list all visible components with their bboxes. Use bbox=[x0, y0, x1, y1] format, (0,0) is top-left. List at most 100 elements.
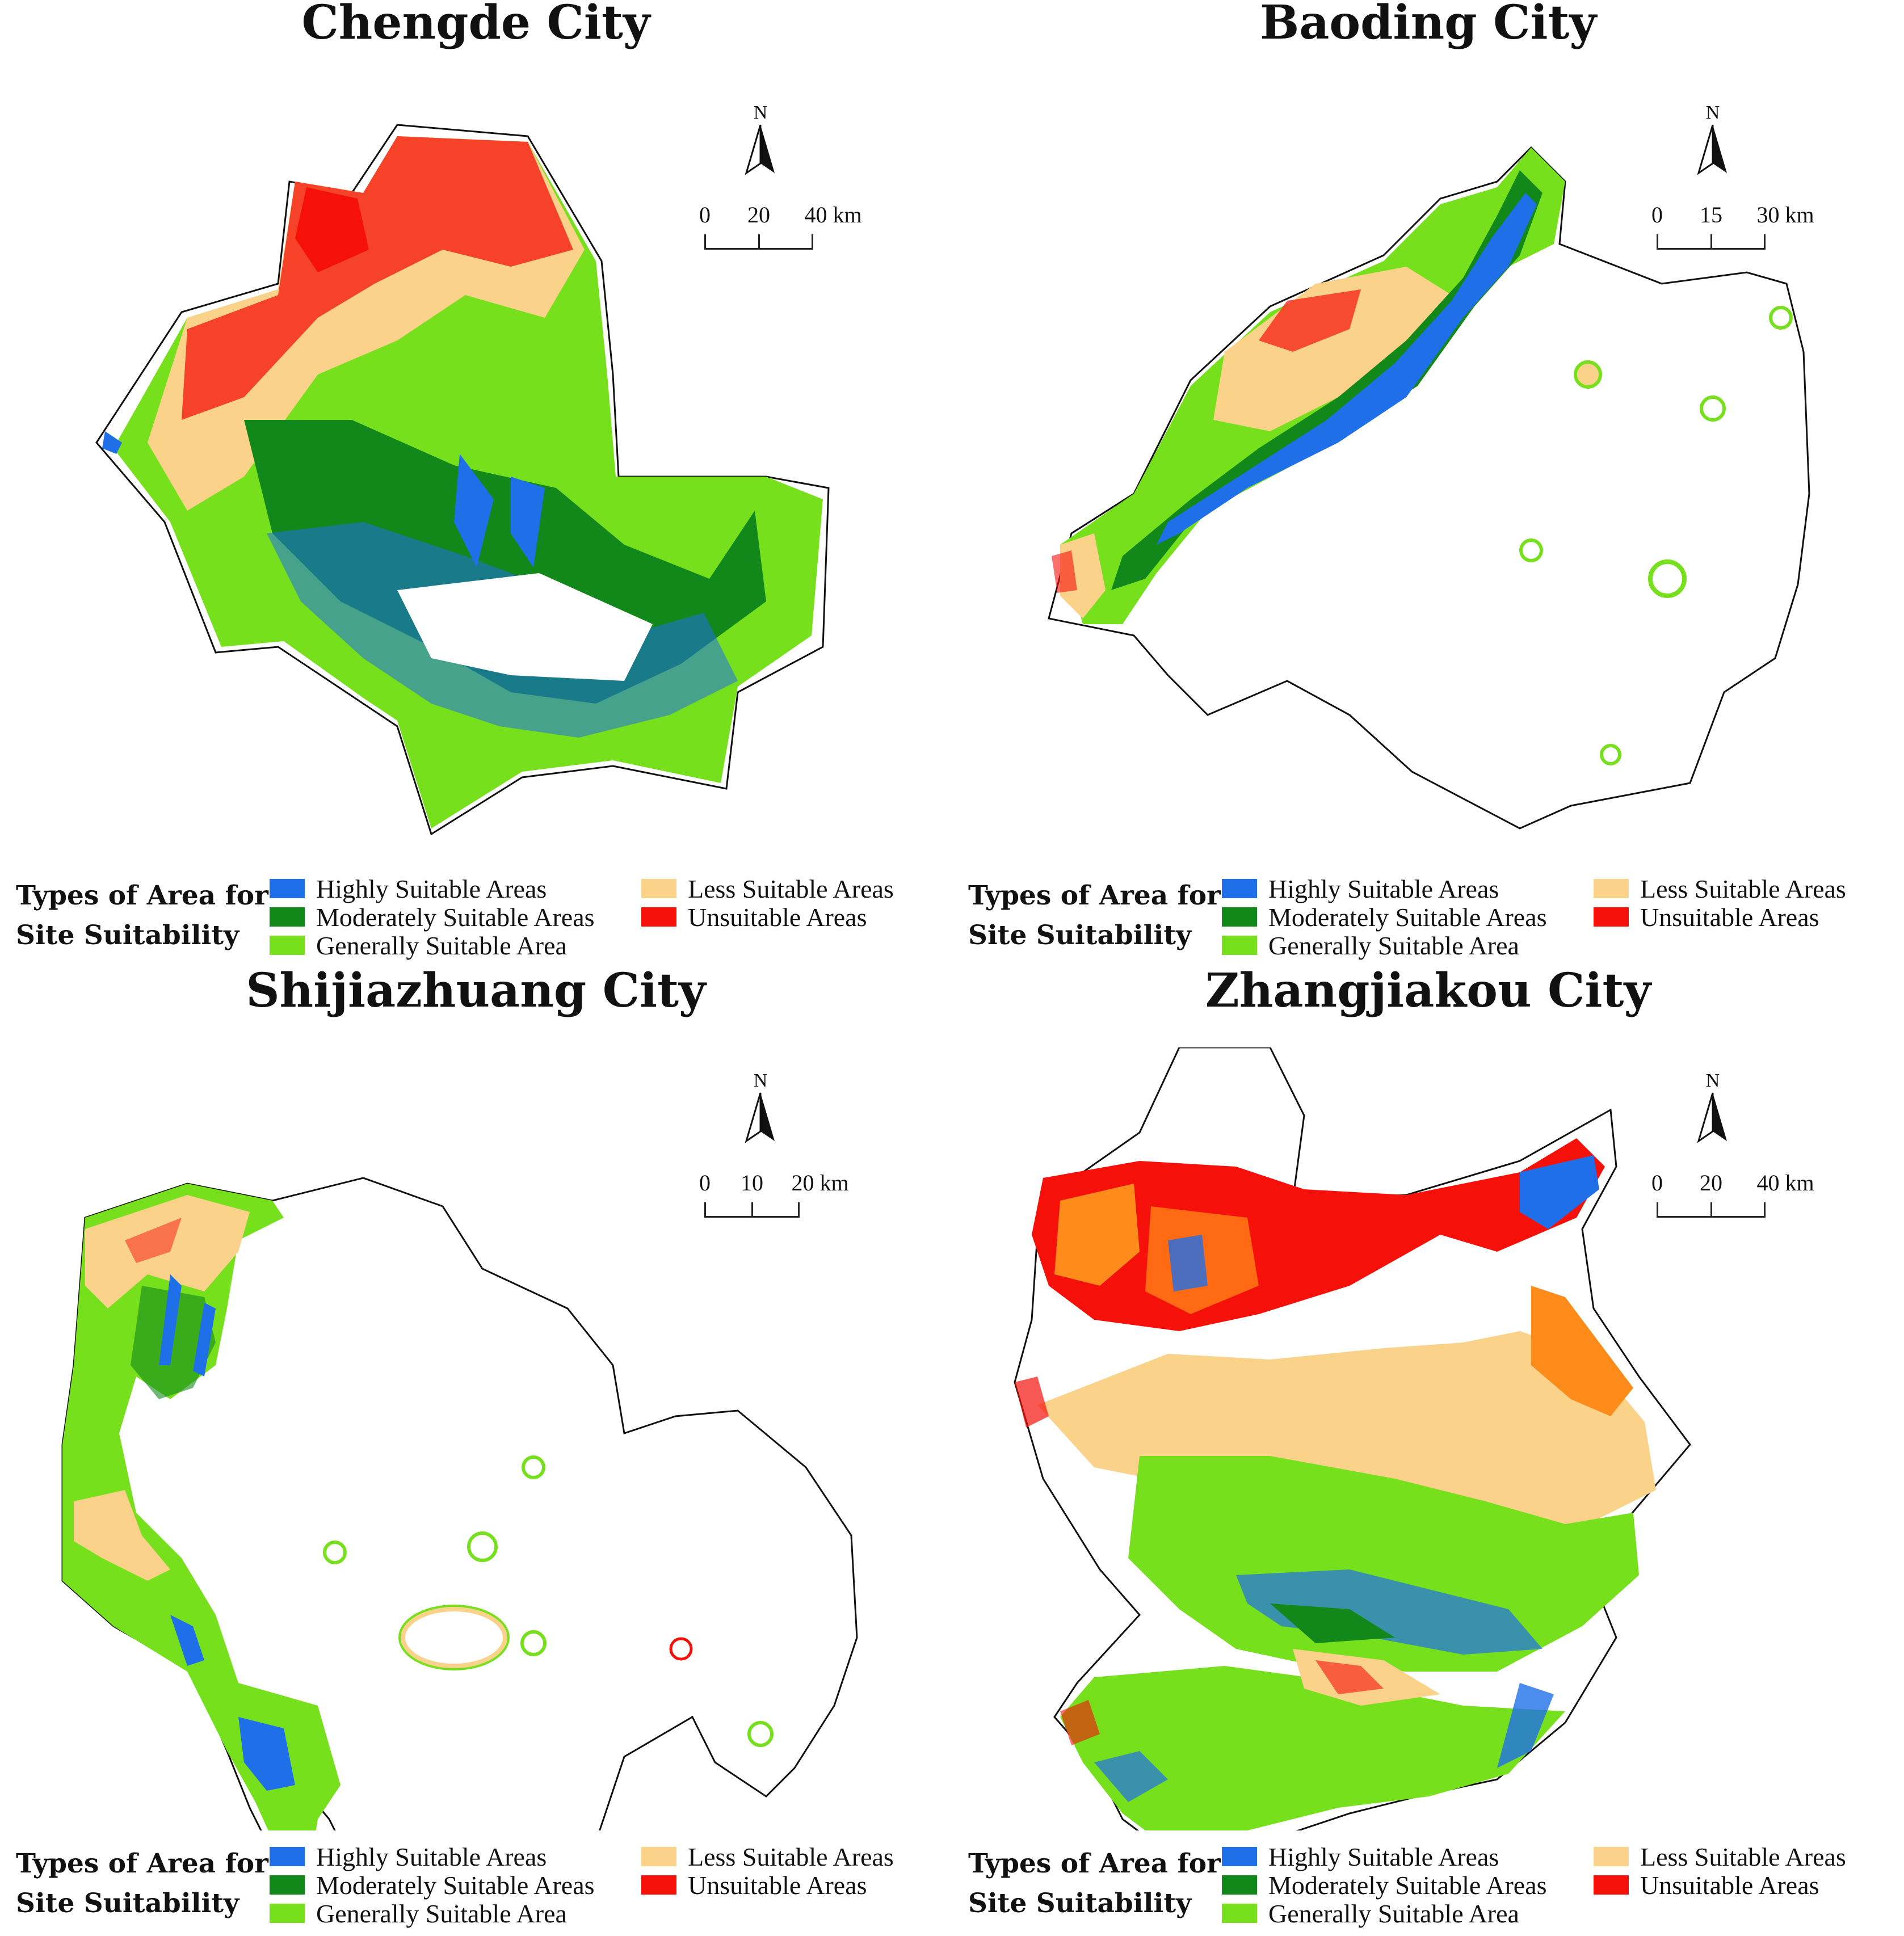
north-arrow-icon bbox=[1697, 1092, 1727, 1143]
map-panel-baoding: Baoding City N 0 15 30 km Types of Are bbox=[952, 0, 1904, 968]
legend-swatch bbox=[270, 936, 305, 955]
legend-item-generally: Generally Suitable Area bbox=[270, 1899, 567, 1928]
scale-bar: 0 20 40 km bbox=[1645, 1169, 1826, 1232]
scale-label-0: 0 bbox=[699, 202, 711, 228]
legend-swatch bbox=[270, 879, 305, 898]
scale-tick bbox=[1710, 1202, 1712, 1218]
legend-label: Highly Suitable Areas bbox=[1268, 874, 1499, 903]
legend-label: Highly Suitable Areas bbox=[316, 1842, 547, 1871]
suitability-map-shijiazhuang bbox=[61, 1177, 858, 1830]
legend-label: Unsuitable Areas bbox=[1640, 902, 1819, 932]
legend-title: Types of Area for Site Suitability bbox=[16, 876, 268, 956]
scale-tick bbox=[751, 1202, 753, 1218]
scale-label-end: 20 km bbox=[791, 1170, 849, 1196]
scale-label-mid: 10 bbox=[741, 1170, 763, 1196]
legend-title: Types of Area for Site Suitability bbox=[16, 1844, 268, 1924]
scale-label-mid: 20 bbox=[1700, 1170, 1722, 1196]
north-arrow: N bbox=[1693, 102, 1733, 187]
legend-swatch bbox=[1222, 936, 1257, 955]
scale-label-mid: 20 bbox=[747, 202, 770, 228]
legend-swatch bbox=[641, 879, 676, 898]
north-label: N bbox=[1705, 102, 1720, 123]
legend-swatch bbox=[1222, 1904, 1257, 1923]
scale-tick bbox=[798, 1202, 800, 1218]
scale-bar: 0 20 40 km bbox=[692, 201, 874, 264]
scale-tick bbox=[1764, 234, 1766, 250]
legend-title-line1: Types of Area for bbox=[968, 1848, 1221, 1879]
legend-item-moderately: Moderately Suitable Areas bbox=[1222, 1870, 1547, 1900]
suitability-map-chengde bbox=[95, 124, 830, 836]
legend-item-generally: Generally Suitable Area bbox=[1222, 1899, 1519, 1928]
scale-tick bbox=[704, 1202, 706, 1218]
scale-label-0: 0 bbox=[699, 1170, 711, 1196]
legend-item-highly: Highly Suitable Areas bbox=[270, 1842, 547, 1871]
legend-swatch bbox=[641, 1875, 676, 1895]
legend-swatch bbox=[641, 1847, 676, 1866]
north-arrow-icon bbox=[745, 1092, 775, 1143]
legend-item-generally: Generally Suitable Area bbox=[1222, 931, 1519, 960]
legend-item-moderately: Moderately Suitable Areas bbox=[270, 1870, 595, 1900]
legend-swatch bbox=[270, 907, 305, 927]
legend-label: Generally Suitable Area bbox=[316, 1899, 567, 1928]
map-title: Shijiazhuang City bbox=[246, 963, 706, 1018]
legend-label: Unsuitable Areas bbox=[1640, 1870, 1819, 1900]
north-arrow: N bbox=[741, 102, 780, 187]
legend-title-line2: Site Suitability bbox=[968, 920, 1192, 951]
legend-item-unsuitable: Unsuitable Areas bbox=[641, 902, 867, 932]
legend-item-unsuitable: Unsuitable Areas bbox=[641, 1870, 867, 1900]
legend-label: Unsuitable Areas bbox=[688, 902, 867, 932]
north-arrow: N bbox=[1693, 1070, 1733, 1155]
legend-swatch bbox=[270, 1875, 305, 1895]
map-legend: Types of Area for Site Suitability Highl… bbox=[952, 1835, 1904, 1931]
north-label: N bbox=[753, 1070, 768, 1091]
north-arrow-icon bbox=[1697, 124, 1727, 175]
map-legend: Types of Area for Site Suitability Highl… bbox=[952, 867, 1904, 963]
scale-label-end: 40 km bbox=[1756, 1170, 1814, 1196]
scale-tick bbox=[704, 234, 706, 250]
legend-swatch bbox=[270, 1847, 305, 1866]
legend-item-moderately: Moderately Suitable Areas bbox=[1222, 902, 1547, 932]
legend-swatch bbox=[270, 1904, 305, 1923]
north-label: N bbox=[753, 102, 768, 123]
legend-item-highly: Highly Suitable Areas bbox=[1222, 874, 1499, 903]
scale-label-0: 0 bbox=[1651, 1170, 1663, 1196]
scale-tick bbox=[1710, 234, 1712, 250]
legend-item-moderately: Moderately Suitable Areas bbox=[270, 902, 595, 932]
legend-label: Moderately Suitable Areas bbox=[316, 1870, 595, 1900]
legend-label: Unsuitable Areas bbox=[688, 1870, 867, 1900]
scale-label-mid: 15 bbox=[1700, 202, 1722, 228]
legend-label: Generally Suitable Area bbox=[1268, 931, 1519, 960]
legend-title: Types of Area for Site Suitability bbox=[968, 1844, 1221, 1924]
legend-item-highly: Highly Suitable Areas bbox=[270, 874, 547, 903]
north-arrow: N bbox=[741, 1070, 780, 1155]
scale-bar: 0 15 30 km bbox=[1645, 201, 1826, 264]
legend-swatch bbox=[1594, 879, 1629, 898]
legend-label: Moderately Suitable Areas bbox=[1268, 902, 1547, 932]
legend-label: Moderately Suitable Areas bbox=[316, 902, 595, 932]
scale-tick bbox=[1764, 1202, 1766, 1218]
legend-swatch bbox=[1222, 879, 1257, 898]
legend-swatch bbox=[1594, 1875, 1629, 1895]
legend-title-line1: Types of Area for bbox=[16, 1848, 268, 1879]
map-legend: Types of Area for Site Suitability Highl… bbox=[0, 867, 952, 963]
legend-swatch bbox=[1222, 907, 1257, 927]
north-label: N bbox=[1705, 1070, 1720, 1091]
legend-swatch bbox=[1594, 1847, 1629, 1866]
legend-label: Less Suitable Areas bbox=[688, 1842, 894, 1871]
legend-swatch bbox=[1222, 1847, 1257, 1866]
suitability-map-baoding bbox=[1048, 146, 1810, 830]
map-title: Zhangjiakou City bbox=[1205, 963, 1651, 1018]
legend-title: Types of Area for Site Suitability bbox=[968, 876, 1221, 956]
legend-label: Moderately Suitable Areas bbox=[1268, 1870, 1547, 1900]
legend-item-unsuitable: Unsuitable Areas bbox=[1594, 1870, 1819, 1900]
legend-swatch bbox=[1222, 1875, 1257, 1895]
map-panel-zhangjiakou: Zhangjiakou City N 0 20 40 km bbox=[952, 963, 1904, 1936]
legend-label: Generally Suitable Area bbox=[316, 931, 567, 960]
north-arrow-icon bbox=[745, 124, 775, 175]
map-title: Chengde City bbox=[301, 0, 650, 50]
map-title: Baoding City bbox=[1259, 0, 1597, 50]
legend-item-less: Less Suitable Areas bbox=[641, 1842, 894, 1871]
legend-label: Less Suitable Areas bbox=[1640, 874, 1846, 903]
legend-label: Generally Suitable Area bbox=[1268, 1899, 1519, 1928]
legend-item-unsuitable: Unsuitable Areas bbox=[1594, 902, 1819, 932]
